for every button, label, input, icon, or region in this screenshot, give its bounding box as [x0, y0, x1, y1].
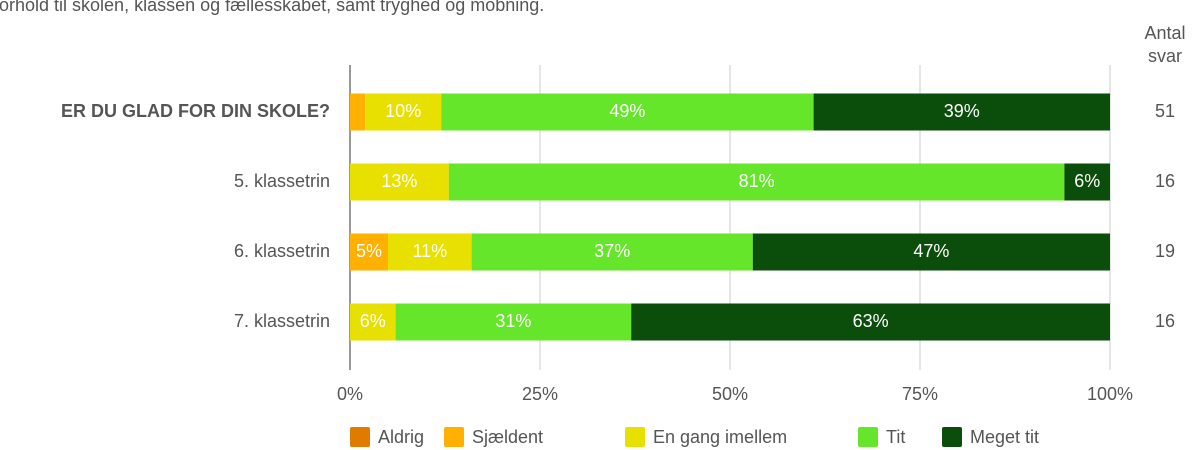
- value-label: 63%: [853, 311, 889, 331]
- x-tick-label: 25%: [522, 384, 558, 404]
- value-label: 6%: [360, 311, 386, 331]
- legend-label: En gang imellem: [653, 427, 787, 447]
- count-label: 16: [1155, 311, 1175, 331]
- x-tick-label: 75%: [902, 384, 938, 404]
- x-tick-label: 0%: [337, 384, 363, 404]
- legend-swatch: [625, 427, 645, 447]
- value-label: 39%: [944, 101, 980, 121]
- value-label: 5%: [356, 241, 382, 261]
- value-label: 31%: [495, 311, 531, 331]
- legend-swatch: [444, 427, 464, 447]
- value-label: 81%: [739, 171, 775, 191]
- value-label: 6%: [1074, 171, 1100, 191]
- bar-segment: [395, 303, 632, 341]
- bar-segment: [441, 93, 814, 131]
- y-tick-label: 6. klassetrin: [234, 241, 330, 261]
- bar-segment: [1064, 163, 1110, 201]
- value-label: 47%: [913, 241, 949, 261]
- value-label: 13%: [381, 171, 417, 191]
- value-label: 10%: [385, 101, 421, 121]
- count-header: Antal: [1144, 23, 1185, 43]
- bar-segment: [813, 93, 1110, 131]
- legend-label: Meget tit: [970, 427, 1039, 447]
- bar-segment: [350, 303, 396, 341]
- count-header: svar: [1148, 46, 1182, 66]
- bar-segment: [388, 233, 472, 271]
- bar-segment: [350, 93, 366, 131]
- legend-swatch: [942, 427, 962, 447]
- count-label: 16: [1155, 171, 1175, 191]
- value-label: 49%: [609, 101, 645, 121]
- count-label: 19: [1155, 241, 1175, 261]
- value-label: 37%: [594, 241, 630, 261]
- bar-segment: [365, 93, 442, 131]
- chart-subtitle: forhold til skolen, klassen og fællesska…: [0, 0, 544, 15]
- legend-label: Sjældent: [472, 427, 543, 447]
- legend-swatch: [350, 427, 370, 447]
- legend-label: Aldrig: [378, 427, 424, 447]
- y-tick-label: ER DU GLAD FOR DIN SKOLE?: [61, 101, 330, 121]
- y-tick-label: 5. klassetrin: [234, 171, 330, 191]
- bar-segment: [448, 163, 1065, 201]
- bar-segment: [752, 233, 1110, 271]
- count-label: 51: [1155, 101, 1175, 121]
- x-tick-label: 100%: [1087, 384, 1133, 404]
- legend-swatch: [858, 427, 878, 447]
- bar-segment: [631, 303, 1110, 341]
- bar-segment: [350, 233, 388, 271]
- value-label: 11%: [412, 241, 447, 261]
- bar-segment: [471, 233, 753, 271]
- y-tick-label: 7. klassetrin: [234, 311, 330, 331]
- legend-label: Tit: [886, 427, 905, 447]
- x-tick-label: 50%: [712, 384, 748, 404]
- bar-segment: [350, 163, 449, 201]
